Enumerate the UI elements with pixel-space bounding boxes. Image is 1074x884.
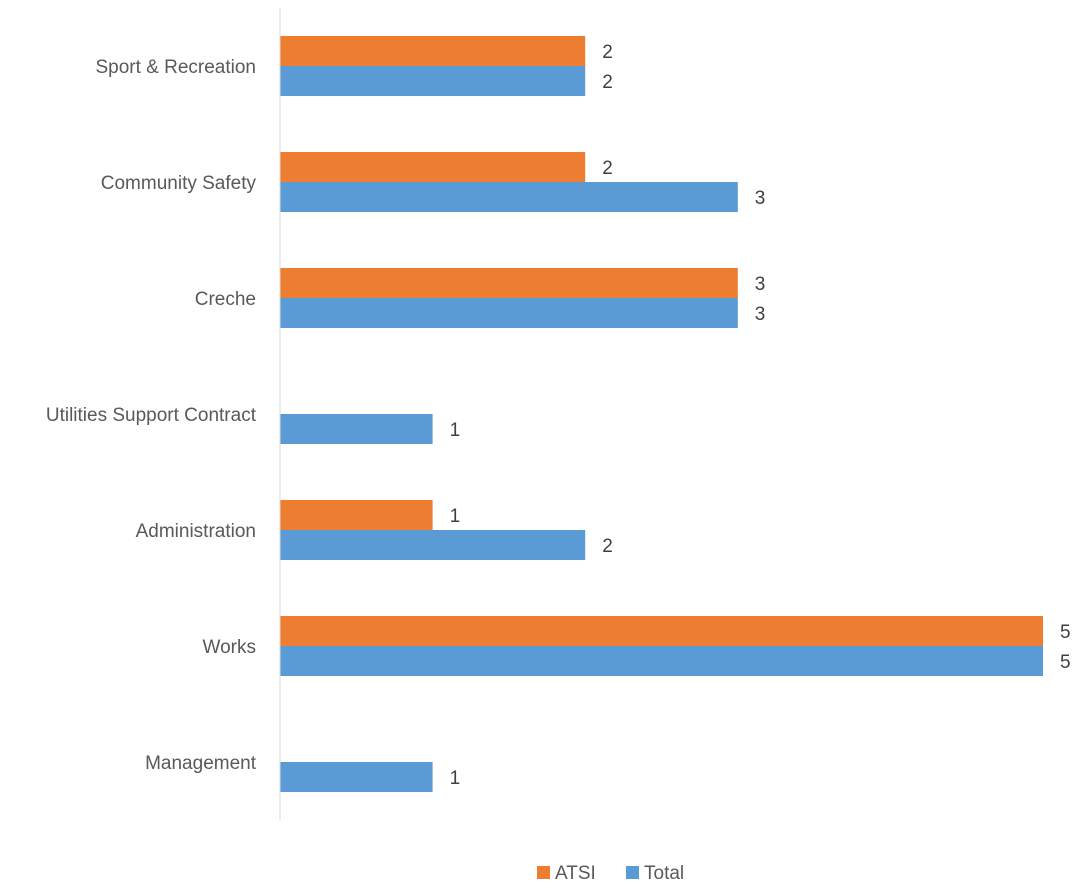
legend-swatch-total	[626, 866, 639, 879]
category-label-utilities-support-contract: Utilities Support Contract	[46, 405, 257, 426]
data-label-total-works: 5	[1060, 652, 1071, 673]
legend: ATSI Total	[537, 863, 684, 884]
data-label-total-sport-recreation: 2	[602, 72, 613, 93]
category-label-management: Management	[145, 753, 257, 774]
data-label-total-administration: 2	[602, 536, 613, 557]
bar-atsi-creche	[280, 268, 738, 298]
data-label-atsi-community-safety: 2	[602, 158, 613, 179]
legend-swatch-atsi	[537, 866, 550, 879]
category-label-creche: Creche	[195, 289, 256, 310]
data-label-total-management: 1	[450, 768, 461, 789]
category-label-sport-recreation: Sport & Recreation	[95, 57, 256, 78]
data-label-total-community-safety: 3	[755, 188, 766, 209]
category-label-community-safety: Community Safety	[101, 173, 257, 194]
bar-total-management	[280, 762, 433, 792]
bar-total-utilities-support-contract	[280, 414, 433, 444]
bar-atsi-administration	[280, 500, 433, 530]
category-label-administration: Administration	[136, 521, 256, 542]
bar-total-community-safety	[280, 182, 738, 212]
data-labels-group: 2 2 2 3 3 3 1 1 2 5 5 1	[450, 42, 1071, 789]
bar-atsi-sport-recreation	[280, 36, 586, 66]
bar-total-creche	[280, 298, 738, 328]
bar-atsi-community-safety	[280, 152, 586, 182]
data-label-atsi-works: 5	[1060, 622, 1071, 643]
category-labels-group: Sport & Recreation Community Safety Creche…	[46, 57, 257, 774]
data-label-total-creche: 3	[755, 304, 766, 325]
bar-total-works	[280, 646, 1043, 676]
data-label-atsi-creche: 3	[755, 274, 766, 295]
legend-label-atsi: ATSI	[555, 863, 596, 884]
data-label-total-utilities-support-contract: 1	[450, 420, 461, 441]
legend-label-total: Total	[644, 863, 684, 884]
category-label-works: Works	[203, 637, 256, 658]
bar-total-sport-recreation	[280, 66, 586, 96]
bar-total-administration	[280, 530, 586, 560]
data-label-atsi-sport-recreation: 2	[602, 42, 613, 63]
bars-group	[280, 36, 1043, 792]
bar-atsi-works	[280, 616, 1043, 646]
data-label-atsi-administration: 1	[450, 506, 461, 527]
